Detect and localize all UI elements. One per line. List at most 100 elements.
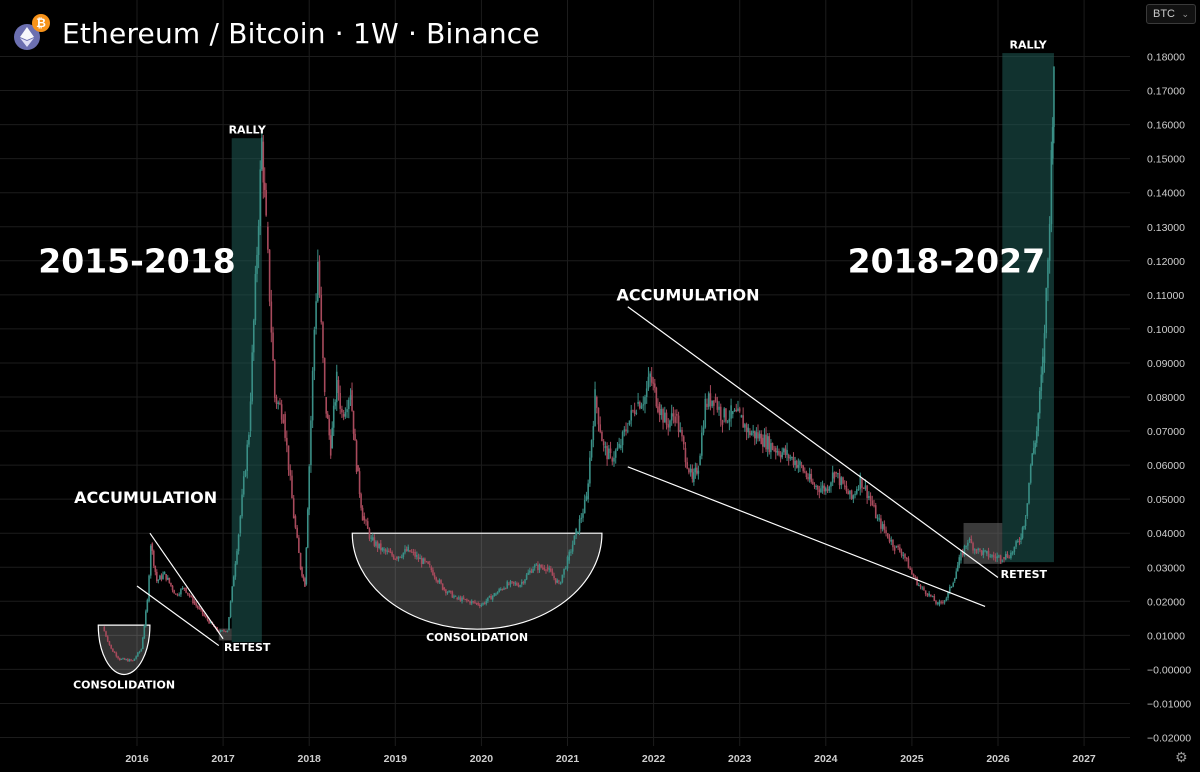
candle-body bbox=[802, 465, 804, 472]
x-tick-label: 2016 bbox=[125, 753, 149, 765]
candle-body bbox=[597, 407, 600, 425]
candle-body bbox=[198, 608, 201, 610]
candle-body bbox=[696, 467, 698, 474]
candle-body bbox=[843, 485, 846, 487]
candle-body bbox=[784, 448, 787, 455]
candle-body bbox=[986, 550, 988, 554]
candle-body bbox=[580, 517, 583, 520]
y-tick-label: 0.15000 bbox=[1147, 154, 1185, 166]
candle-body bbox=[363, 516, 366, 521]
candle-body bbox=[304, 578, 306, 587]
candle-body bbox=[931, 596, 934, 598]
candle-body bbox=[360, 494, 362, 508]
candle-body bbox=[509, 581, 512, 585]
y-tick-label: −0.00000 bbox=[1147, 664, 1191, 676]
candle-body bbox=[529, 570, 531, 573]
candle-body bbox=[354, 433, 356, 441]
candle-body bbox=[448, 590, 450, 593]
candle-body bbox=[400, 556, 403, 558]
candle-body bbox=[183, 587, 186, 589]
candle-body bbox=[909, 568, 911, 570]
candle-body bbox=[758, 433, 761, 439]
candle-body bbox=[163, 571, 166, 575]
candle-body bbox=[280, 404, 283, 420]
candle-body bbox=[317, 261, 319, 302]
gear-icon[interactable]: ⚙ bbox=[1175, 750, 1188, 766]
candle-body bbox=[540, 564, 542, 568]
candle-body bbox=[998, 555, 1000, 557]
candle-body bbox=[538, 564, 541, 571]
candle-body bbox=[419, 558, 421, 560]
candle-body bbox=[287, 445, 290, 470]
candle-body bbox=[762, 437, 764, 447]
y-tick-label: 0.05000 bbox=[1147, 494, 1185, 506]
candle-body bbox=[501, 589, 504, 591]
candle-body bbox=[487, 597, 489, 602]
candle-body bbox=[830, 482, 832, 487]
candle-body bbox=[346, 409, 348, 413]
candle-body bbox=[331, 427, 334, 449]
candle-body bbox=[208, 620, 210, 624]
candle-body bbox=[805, 472, 808, 477]
candle-body bbox=[272, 332, 274, 361]
candle-body bbox=[783, 448, 785, 453]
trendline bbox=[136, 585, 220, 647]
candle-body bbox=[420, 558, 423, 564]
candle-body bbox=[792, 457, 795, 466]
candle-body bbox=[219, 630, 222, 632]
candle-body bbox=[551, 571, 554, 576]
candle-body bbox=[657, 406, 659, 413]
candle-body bbox=[405, 549, 408, 552]
candle-body bbox=[410, 551, 413, 553]
candle-body bbox=[466, 599, 468, 601]
candles bbox=[103, 66, 1055, 662]
trendline bbox=[627, 466, 986, 607]
candle-body bbox=[162, 574, 164, 580]
candle-body bbox=[1048, 224, 1051, 261]
candle-body bbox=[118, 658, 121, 661]
candle-body bbox=[633, 410, 636, 414]
candle-body bbox=[893, 547, 896, 551]
y-tick-label: 0.12000 bbox=[1147, 256, 1185, 268]
candle-body bbox=[721, 420, 724, 425]
candle-body bbox=[876, 517, 879, 519]
candle-body bbox=[470, 601, 473, 604]
candle-body bbox=[886, 533, 889, 539]
candle-body bbox=[747, 427, 750, 433]
candle-body bbox=[916, 577, 918, 586]
candle-body bbox=[662, 409, 664, 423]
candle-body bbox=[650, 376, 653, 383]
candle-body bbox=[474, 601, 476, 603]
candle-body bbox=[799, 461, 801, 465]
candle-body bbox=[499, 589, 502, 591]
candle-body bbox=[263, 182, 266, 191]
candle-body bbox=[268, 249, 271, 302]
candle-body bbox=[239, 516, 242, 534]
candle-body bbox=[332, 405, 335, 428]
y-tick-label: −0.01000 bbox=[1147, 698, 1191, 710]
candle-body bbox=[943, 600, 946, 603]
currency-selector[interactable]: BTC ⌄ bbox=[1146, 4, 1196, 24]
candle-body bbox=[930, 594, 932, 597]
candle-body bbox=[130, 659, 132, 661]
candle-body bbox=[282, 419, 285, 423]
candle-body bbox=[310, 420, 312, 466]
candle-body bbox=[335, 371, 338, 403]
candle-body bbox=[923, 587, 925, 591]
candle-body bbox=[794, 460, 796, 466]
candle-body bbox=[890, 539, 893, 542]
candle-body bbox=[716, 400, 719, 410]
candle-body bbox=[694, 467, 697, 473]
candle-body bbox=[895, 545, 898, 547]
candle-body bbox=[635, 412, 638, 414]
candle-body bbox=[320, 294, 323, 323]
candle-body bbox=[1047, 259, 1049, 288]
candle-body bbox=[284, 414, 286, 438]
candle-body bbox=[709, 393, 712, 407]
candle-body bbox=[221, 630, 224, 632]
candle-body bbox=[402, 552, 405, 557]
candle-body bbox=[669, 420, 671, 428]
candle-body bbox=[279, 402, 281, 405]
candle-body bbox=[160, 575, 163, 580]
